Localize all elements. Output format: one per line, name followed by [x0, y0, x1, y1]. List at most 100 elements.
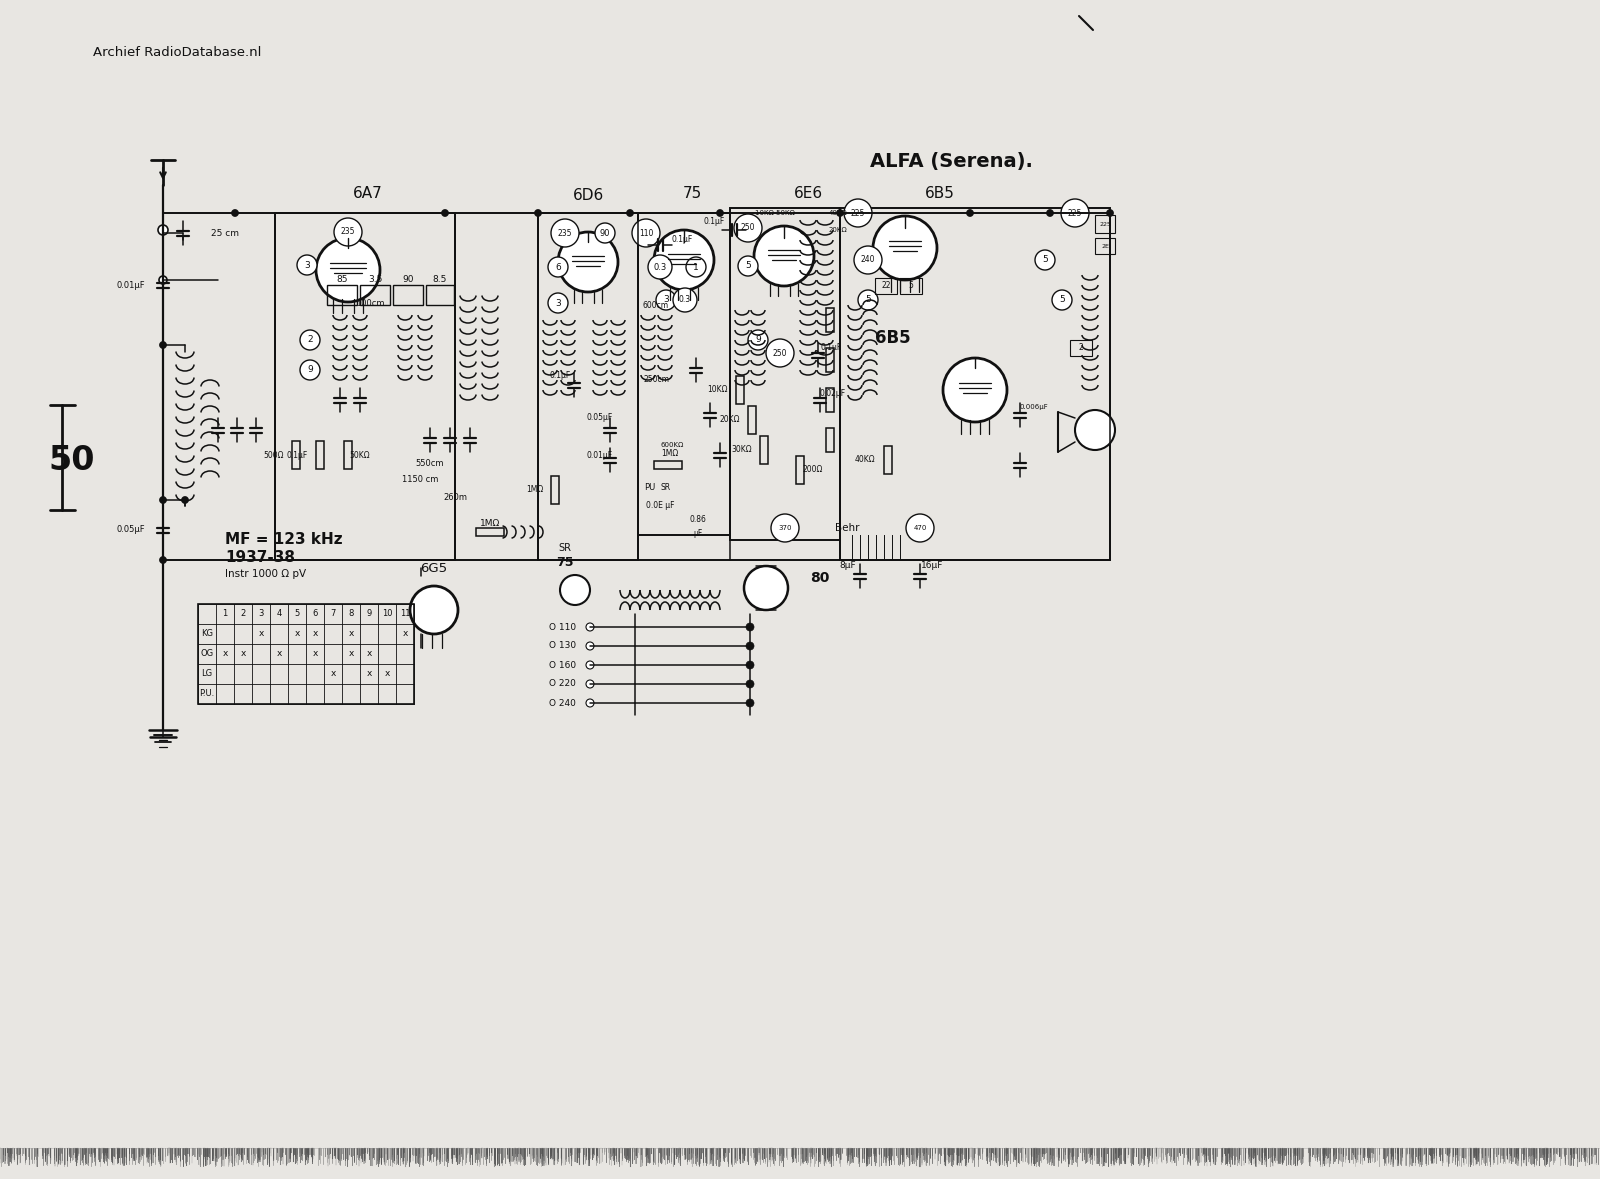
Circle shape	[586, 699, 594, 707]
Text: 11: 11	[400, 610, 410, 619]
Text: 250cm: 250cm	[643, 375, 669, 384]
Text: Instr 1000 Ω pV: Instr 1000 Ω pV	[226, 569, 306, 579]
Text: 5: 5	[909, 282, 914, 290]
Circle shape	[1075, 410, 1115, 450]
Bar	[826, 428, 834, 452]
Text: 7: 7	[330, 610, 336, 619]
Circle shape	[746, 643, 754, 650]
Text: KG: KG	[202, 630, 213, 639]
Text: 50: 50	[48, 443, 96, 476]
Text: 3.5: 3.5	[368, 275, 382, 283]
Bar	[275, 213, 454, 560]
Circle shape	[1035, 250, 1054, 270]
Text: 0.1μF: 0.1μF	[549, 370, 571, 380]
Bar	[654, 461, 682, 469]
Bar	[538, 213, 638, 560]
Text: 260m: 260m	[443, 493, 467, 501]
Circle shape	[648, 255, 672, 279]
Text: x: x	[384, 670, 390, 678]
Text: 2: 2	[307, 336, 314, 344]
Circle shape	[1053, 290, 1072, 310]
Text: 6A7: 6A7	[354, 185, 382, 200]
Circle shape	[586, 643, 594, 650]
Text: 225: 225	[1067, 209, 1082, 217]
Text: 40KΩ: 40KΩ	[854, 455, 875, 465]
Circle shape	[874, 216, 938, 279]
Circle shape	[906, 514, 934, 542]
Text: 10KΩ: 10KΩ	[707, 386, 728, 395]
Circle shape	[1046, 210, 1053, 217]
Bar	[826, 388, 834, 411]
Text: x: x	[349, 650, 354, 659]
Text: x: x	[294, 630, 299, 639]
Text: Behr: Behr	[835, 523, 859, 533]
Bar	[550, 476, 558, 503]
Text: 3: 3	[258, 610, 264, 619]
Text: x: x	[240, 650, 246, 659]
Bar	[1094, 238, 1115, 253]
Text: O 220: O 220	[549, 679, 576, 689]
Circle shape	[410, 586, 458, 634]
Circle shape	[1107, 210, 1114, 217]
Text: 3: 3	[555, 298, 562, 308]
Text: O 130: O 130	[549, 641, 576, 651]
Text: 0.1μF: 0.1μF	[286, 450, 307, 460]
Circle shape	[627, 210, 634, 217]
Text: 1: 1	[693, 263, 699, 271]
Text: 85: 85	[336, 275, 347, 283]
Text: 2: 2	[1078, 343, 1083, 353]
Text: x: x	[366, 650, 371, 659]
Circle shape	[632, 219, 661, 246]
Bar	[1094, 215, 1115, 233]
Text: 235: 235	[341, 228, 355, 237]
Circle shape	[845, 199, 872, 228]
Bar	[730, 208, 840, 540]
Text: 600KΩ: 600KΩ	[661, 442, 683, 448]
Text: 0.1μF: 0.1μF	[821, 343, 842, 353]
Text: 6B5: 6B5	[875, 329, 910, 347]
Text: 3: 3	[662, 296, 669, 304]
Text: O 240: O 240	[549, 698, 576, 707]
Text: SR: SR	[558, 544, 571, 553]
Text: 9: 9	[307, 365, 314, 375]
Text: 1150 cm: 1150 cm	[402, 475, 438, 485]
Text: 10: 10	[382, 610, 392, 619]
Text: x: x	[312, 650, 318, 659]
Circle shape	[586, 680, 594, 689]
Text: x: x	[277, 650, 282, 659]
Circle shape	[558, 232, 618, 292]
Circle shape	[158, 276, 166, 284]
Text: 9: 9	[366, 610, 371, 619]
Text: 3: 3	[304, 261, 310, 270]
Text: 250: 250	[773, 349, 787, 357]
Bar	[760, 436, 768, 465]
Bar	[826, 348, 834, 373]
Bar	[736, 376, 744, 404]
Circle shape	[595, 223, 614, 243]
Text: 550cm: 550cm	[416, 459, 445, 468]
Text: 1MΩ: 1MΩ	[661, 448, 678, 457]
Circle shape	[547, 294, 568, 312]
Text: 6E6: 6E6	[794, 185, 822, 200]
Text: 0.02μF: 0.02μF	[819, 389, 846, 397]
Text: x: x	[402, 630, 408, 639]
Text: O 160: O 160	[549, 660, 576, 670]
Circle shape	[744, 566, 787, 610]
Bar	[899, 278, 922, 294]
Bar	[394, 285, 422, 305]
Bar	[344, 441, 352, 469]
Text: 0.006μF: 0.006μF	[1019, 404, 1048, 410]
Text: 5: 5	[294, 610, 299, 619]
Text: O 110: O 110	[549, 623, 576, 632]
Text: 470: 470	[914, 525, 926, 531]
Text: 80: 80	[810, 571, 830, 585]
Circle shape	[686, 257, 706, 277]
Circle shape	[738, 256, 758, 276]
Text: 1MΩ: 1MΩ	[480, 519, 501, 527]
Text: 2: 2	[240, 610, 246, 619]
Circle shape	[301, 360, 320, 380]
Text: 25 cm: 25 cm	[211, 229, 238, 237]
Text: 225: 225	[1099, 222, 1110, 226]
Circle shape	[749, 330, 768, 350]
Text: OG: OG	[200, 650, 213, 659]
